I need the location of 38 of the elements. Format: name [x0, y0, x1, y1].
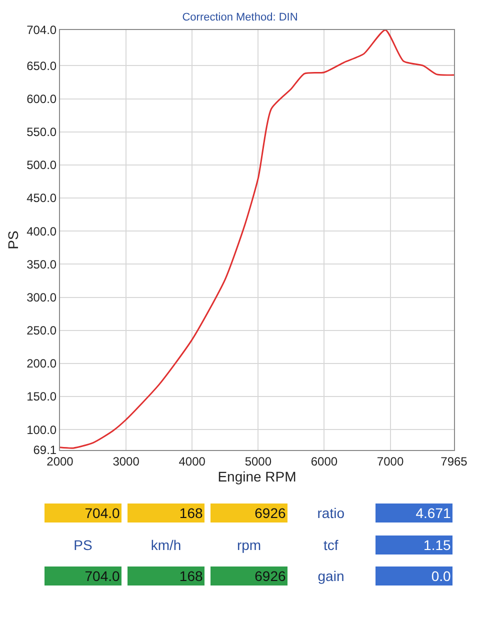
y-tick-label: 350.0: [26, 257, 57, 272]
line-series: [60, 30, 454, 449]
x-tick-label: 6000: [310, 454, 338, 468]
x-axis-title: Engine RPM: [218, 468, 296, 485]
text: gain: [318, 568, 344, 584]
y-tick-label: 100.0: [26, 422, 57, 437]
text: 704.0: [84, 505, 120, 521]
x-tick-label: 7000: [376, 454, 404, 468]
text: 168: [179, 505, 203, 521]
text: tcf: [324, 537, 338, 553]
text: km/h: [150, 537, 182, 553]
text: PS: [74, 537, 92, 553]
text: 168: [179, 568, 203, 584]
y-tick-label: 400.0: [26, 224, 57, 238]
y-tick-label: 650.0: [26, 58, 57, 73]
y-tick-label: 550.0: [26, 125, 57, 140]
x-tick-label: 4000: [178, 454, 206, 468]
text: 4.671: [416, 505, 451, 521]
chart-title: Correction Method: DIN: [182, 12, 298, 24]
text: rpm: [236, 537, 262, 553]
text: 6926: [254, 568, 286, 584]
y-tick-label: 450.0: [26, 191, 57, 206]
y-tick-label: 250.0: [26, 324, 57, 338]
y-axis-title: PS: [5, 230, 22, 250]
text: 0.0: [431, 568, 451, 584]
text: 704.0: [84, 568, 120, 584]
text: 6926: [254, 505, 286, 521]
text: 1.15: [424, 537, 451, 553]
x-tick-label: 3000: [112, 454, 140, 468]
y-tick-label: 500.0: [26, 158, 57, 172]
y-tick-label: 300.0: [26, 290, 57, 304]
y-tick-label: 150.0: [26, 390, 57, 404]
text: ratio: [317, 505, 345, 521]
y-tick-label: 704.0: [26, 23, 57, 38]
x-tick-label: 5000: [244, 454, 272, 468]
y-tick-label: 600.0: [26, 92, 57, 106]
y-tick-label: 200.0: [26, 356, 57, 371]
x-tick-label: 7965: [440, 454, 468, 468]
